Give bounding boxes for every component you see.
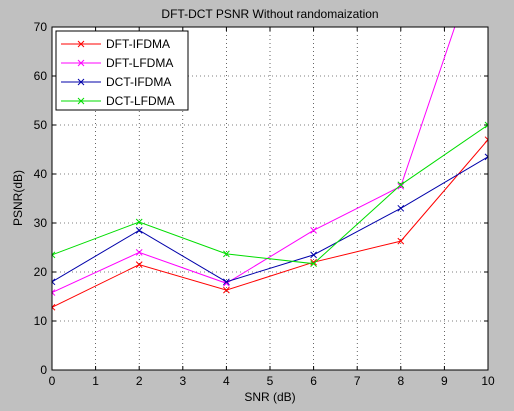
legend-label: DCT-IFDMA (106, 75, 171, 89)
series-line (52, 27, 456, 294)
x-tick-label: 6 (310, 374, 317, 388)
data-point (397, 237, 405, 245)
series-group (52, 27, 488, 311)
legend-marker (77, 40, 85, 48)
y-tick-label: 30 (34, 216, 48, 230)
x-tick-label: 8 (397, 374, 404, 388)
marker-stroke (310, 260, 317, 268)
x-axis-label: SNR (dB) (244, 390, 295, 404)
marker-stroke (310, 258, 317, 266)
x-tick-label: 5 (267, 374, 274, 388)
x-tick-label: 0 (49, 374, 56, 388)
marker-stroke (484, 138, 488, 144)
marker-stroke (52, 289, 56, 294)
marker-stroke (484, 153, 488, 158)
data-point (135, 218, 143, 226)
marker-stroke (52, 281, 56, 286)
data-point (135, 261, 143, 269)
y-tick-label: 20 (34, 265, 48, 279)
data-point (223, 278, 230, 286)
data-point (310, 258, 317, 266)
x-tick-label: 7 (354, 374, 361, 388)
x-tick-label: 3 (179, 374, 186, 388)
marker-stroke (52, 278, 56, 283)
legend-label: DFT-IFDMA (106, 37, 170, 51)
series-line (52, 139, 488, 308)
data-point (135, 249, 143, 256)
tick-labels: 0 1 2 3 4 5 6 7 8 9 10 0 10 20 30 40 50 60 70 (34, 20, 495, 388)
marker-stroke (77, 97, 85, 105)
data-point (397, 204, 405, 212)
y-tick-label: 60 (34, 69, 48, 83)
marker-stroke (77, 59, 85, 67)
y-axis-label: PSNR(dB) (11, 170, 25, 226)
legend-marker (77, 78, 85, 86)
marker-stroke (223, 286, 230, 294)
legend: DFT-IFDMA DFT-LFDMA DCT-IFDMA DCT-LFDMA (55, 30, 189, 111)
x-tick-label: 2 (136, 374, 143, 388)
data-point (135, 226, 143, 234)
marker-stroke (52, 303, 56, 308)
data-point (52, 251, 56, 259)
marker-stroke (310, 251, 317, 259)
legend-marker (77, 59, 85, 67)
marker-stroke (397, 181, 405, 189)
marker-stroke (52, 306, 56, 311)
y-tick-label: 40 (34, 167, 48, 181)
marker-stroke (484, 121, 488, 126)
marker-stroke (52, 251, 56, 256)
marker-stroke (135, 249, 143, 256)
series-dct-ifdma (52, 153, 488, 286)
marker-stroke (135, 218, 143, 226)
data-point (310, 260, 317, 268)
y-tick-label: 70 (34, 20, 48, 34)
x-tick-label: 10 (481, 374, 495, 388)
marker-stroke (223, 278, 230, 286)
marker-stroke (52, 291, 56, 296)
plot-frame (51, 26, 489, 371)
marker-stroke (484, 156, 488, 161)
series-dct-lfdma (52, 121, 488, 268)
marker-stroke (397, 204, 405, 212)
data-point (52, 289, 56, 296)
x-tick-label: 1 (92, 374, 99, 388)
marker-stroke (310, 226, 317, 234)
marker-stroke (135, 226, 143, 234)
data-point (397, 181, 405, 189)
marker-stroke (397, 237, 405, 245)
series-line (52, 124, 488, 265)
data-point (223, 250, 230, 258)
series-line (52, 156, 488, 283)
data-point (310, 226, 317, 234)
marker-stroke (52, 254, 56, 259)
data-point (52, 278, 56, 286)
marker-stroke (77, 78, 85, 86)
data-point (484, 153, 488, 161)
marker-stroke (397, 182, 405, 190)
legend-marker (77, 97, 85, 105)
marker-stroke (484, 124, 488, 129)
data-point (397, 182, 405, 190)
marker-stroke (223, 250, 230, 258)
x-tick-label: 9 (441, 374, 448, 388)
marker-stroke (77, 40, 85, 48)
chart-title: DFT-DCT PSNR Without randomaization (161, 7, 378, 21)
x-tick-label: 4 (223, 374, 230, 388)
marker-stroke (135, 261, 143, 269)
data-point (52, 303, 56, 311)
series-dft-lfdma (52, 27, 456, 296)
data-point (484, 136, 488, 144)
legend-label: DCT-LFDMA (106, 94, 175, 108)
legend-label: DFT-LFDMA (106, 56, 173, 70)
data-point (223, 286, 230, 294)
y-tick-label: 50 (34, 118, 48, 132)
marker-stroke (484, 136, 488, 141)
y-tick-label: 10 (34, 314, 48, 328)
series-dft-ifdma (52, 136, 488, 311)
data-point (484, 121, 488, 129)
data-point (310, 251, 317, 259)
y-tick-label: 0 (40, 363, 47, 377)
